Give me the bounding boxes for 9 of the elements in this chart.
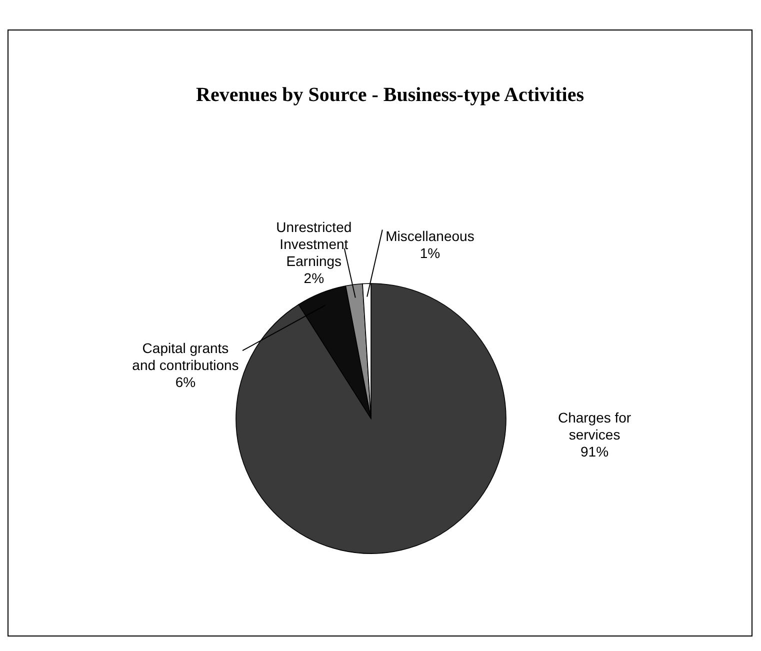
slice-label: Charges for services (558, 410, 632, 442)
slice-label: Unrestricted Investment Earnings (276, 218, 352, 269)
chart-title: Revenues by Source - Business-type Activities (196, 84, 584, 106)
slice-label: Miscellaneous (386, 228, 474, 244)
data-label: 1% (420, 245, 440, 262)
data-label: 91% (580, 444, 609, 460)
data-label: 6% (175, 374, 196, 390)
slice-label: Capital grants and contributions (132, 340, 239, 373)
data-label: 2% (304, 270, 324, 286)
